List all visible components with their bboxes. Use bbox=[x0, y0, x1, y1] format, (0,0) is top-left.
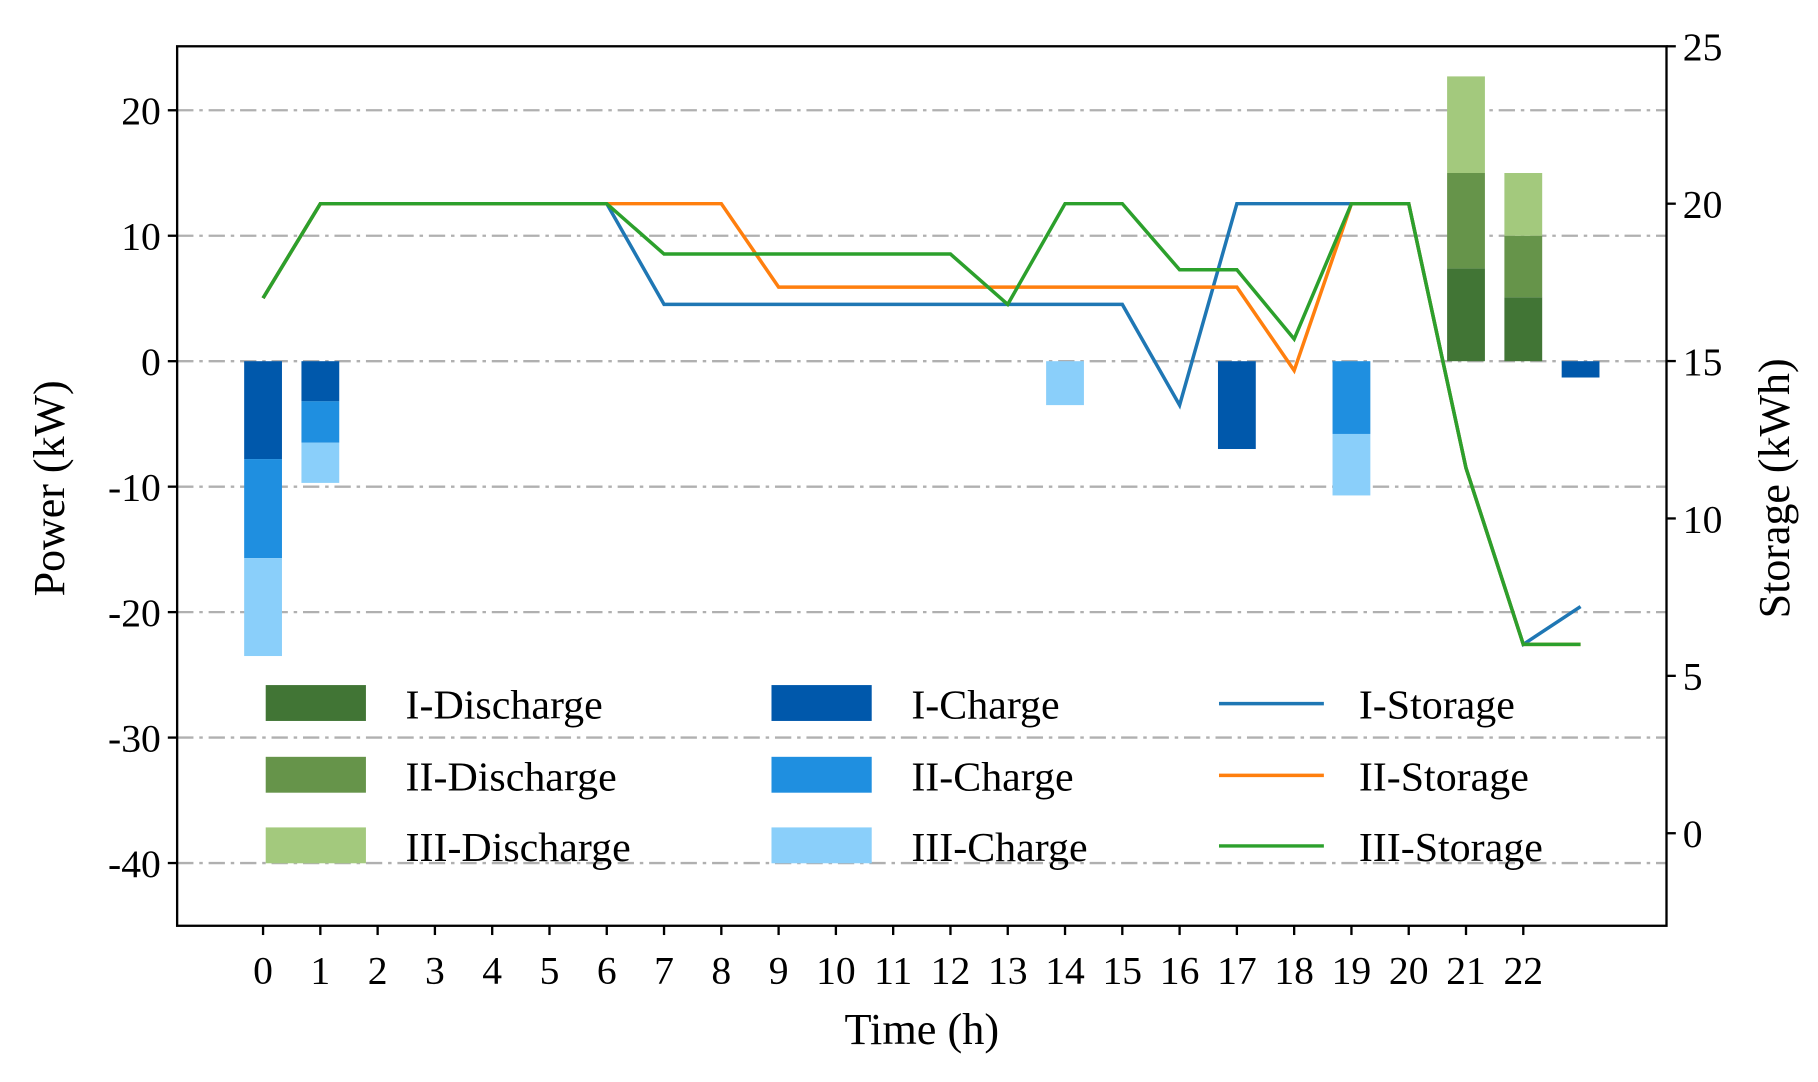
x-tick-label: 7 bbox=[654, 949, 674, 993]
x-tick-label: 13 bbox=[988, 949, 1028, 993]
x-tick-label: 15 bbox=[1103, 949, 1143, 993]
legend-label: III-Storage bbox=[1359, 825, 1543, 871]
x-tick-label: 1 bbox=[310, 949, 330, 993]
legend-swatch bbox=[265, 685, 366, 721]
bar-ii-discharge bbox=[1447, 173, 1485, 269]
y2-tick-label: 15 bbox=[1683, 340, 1723, 384]
legend-label: III-Charge bbox=[911, 825, 1087, 871]
legend-label: II-Storage bbox=[1359, 755, 1529, 801]
legend-swatch bbox=[771, 827, 872, 864]
bar-ii-charge bbox=[301, 401, 340, 443]
y-tick-label: -10 bbox=[108, 466, 161, 510]
y2-tick-label: 5 bbox=[1683, 655, 1703, 699]
x-tick-label: 8 bbox=[711, 949, 731, 993]
x-tick-label: 14 bbox=[1045, 949, 1085, 993]
legend-swatch bbox=[771, 756, 872, 793]
bar-iii-charge bbox=[244, 558, 282, 657]
bar-i-charge bbox=[244, 361, 282, 460]
y-tick-label: -30 bbox=[108, 717, 161, 761]
x-tick-label: 5 bbox=[540, 949, 560, 993]
x-tick-label: 11 bbox=[874, 949, 912, 993]
x-tick-label: 10 bbox=[816, 949, 856, 993]
y2-axis-label: Storage (kWh) bbox=[1750, 358, 1799, 618]
line-iii-storage bbox=[261, 201, 1581, 647]
legend-label: I-Charge bbox=[911, 683, 1059, 729]
legend-swatch bbox=[265, 756, 366, 793]
y-axis-left: 20 10 0 -10 -20 -30 -40 bbox=[108, 89, 178, 886]
x-tick-label: 21 bbox=[1446, 949, 1486, 993]
x-tick-label: 18 bbox=[1274, 949, 1314, 993]
bars bbox=[244, 76, 1600, 657]
y-axis-right: 25 20 15 10 5 0 bbox=[1666, 25, 1723, 856]
line-ii-storage bbox=[261, 201, 1581, 647]
x-axis: 0 1 2 3 4 5 6 7 8 9 10 11 12 13 14 15 16 17 18 19 20 21 22 bbox=[253, 925, 1543, 993]
legend-label: I-Storage bbox=[1359, 683, 1515, 729]
legend-label: III-Discharge bbox=[406, 825, 631, 871]
bar-iii-charge bbox=[1332, 433, 1371, 496]
y-tick-label: 0 bbox=[141, 340, 161, 384]
x-tick-label: 4 bbox=[482, 949, 502, 993]
x-tick-label: 22 bbox=[1503, 949, 1543, 993]
y-tick-label: -40 bbox=[108, 842, 161, 886]
x-tick-label: 16 bbox=[1160, 949, 1200, 993]
x-tick-label: 0 bbox=[253, 949, 273, 993]
legend-swatch bbox=[265, 827, 366, 864]
x-tick-label: 3 bbox=[425, 949, 445, 993]
y2-tick-label: 0 bbox=[1683, 812, 1703, 856]
y-axis-label: Power (kW) bbox=[25, 380, 74, 596]
bar-iii-discharge bbox=[1447, 76, 1485, 174]
bar-i-charge bbox=[301, 361, 340, 402]
bar-iii-charge bbox=[301, 442, 340, 483]
x-tick-label: 19 bbox=[1332, 949, 1372, 993]
legend: I-Discharge I-Charge I-Storage II-Discharge… bbox=[265, 683, 1543, 871]
legend-label: II-Discharge bbox=[406, 755, 617, 801]
legend-swatch bbox=[771, 685, 872, 721]
y2-tick-label: 20 bbox=[1683, 183, 1723, 227]
bar-ii-charge bbox=[1332, 361, 1371, 434]
y-tick-label: 10 bbox=[121, 215, 161, 259]
bar-i-charge bbox=[1561, 361, 1600, 378]
y-tick-label: -20 bbox=[108, 591, 161, 635]
bar-i-discharge bbox=[1504, 297, 1543, 362]
bar-iii-charge bbox=[1046, 361, 1084, 406]
grid bbox=[177, 109, 1667, 865]
legend-label: I-Discharge bbox=[406, 683, 603, 729]
bar-ii-discharge bbox=[1504, 235, 1543, 298]
y-tick-label: 20 bbox=[121, 89, 161, 133]
bar-i-discharge bbox=[1447, 268, 1485, 362]
bar-i-charge bbox=[1217, 361, 1256, 450]
line-i-storage bbox=[261, 201, 1582, 648]
x-tick-label: 9 bbox=[769, 949, 789, 993]
x-axis-label: Time (h) bbox=[845, 1005, 1000, 1054]
x-tick-label: 2 bbox=[368, 949, 388, 993]
legend-label: II-Charge bbox=[911, 755, 1073, 801]
bar-ii-charge bbox=[244, 459, 282, 559]
x-tick-label: 12 bbox=[931, 949, 971, 993]
bar-iii-discharge bbox=[1504, 173, 1543, 236]
y2-tick-label: 25 bbox=[1683, 25, 1723, 69]
y2-tick-label: 10 bbox=[1683, 497, 1723, 541]
x-tick-label: 20 bbox=[1389, 949, 1429, 993]
x-tick-label: 17 bbox=[1217, 949, 1257, 993]
x-tick-label: 6 bbox=[597, 949, 617, 993]
storage-lines bbox=[261, 201, 1582, 648]
